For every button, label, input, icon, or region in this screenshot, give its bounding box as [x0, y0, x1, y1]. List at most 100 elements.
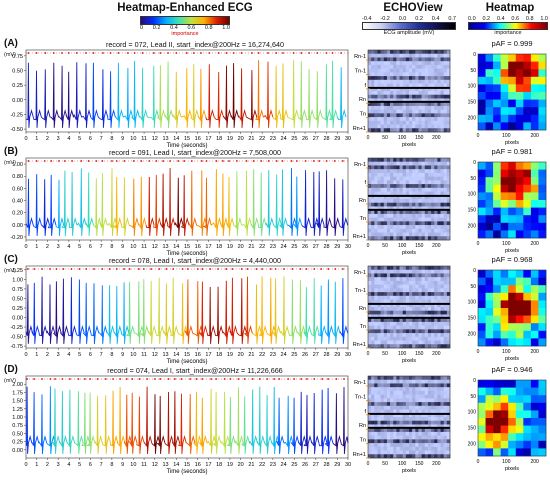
echo-pixel	[386, 120, 391, 125]
echo-pixel	[405, 195, 410, 200]
echo-pixel	[402, 446, 407, 451]
echo-pixel	[399, 398, 403, 403]
echo-pixel	[386, 428, 391, 433]
echo-pixel	[409, 390, 413, 395]
echo-pixel	[377, 206, 381, 211]
echo-pixel	[437, 165, 441, 170]
echo-pixel	[399, 76, 403, 81]
echo-pixel	[421, 232, 426, 237]
echo-pixel	[431, 50, 435, 55]
echo-pixel	[431, 117, 435, 122]
echo-pixel	[421, 124, 426, 129]
echo-pixel	[386, 310, 391, 315]
echo-pixel	[446, 187, 451, 192]
echo-pixel	[377, 180, 381, 185]
echo-pixel	[402, 321, 407, 326]
echo-pixel	[402, 292, 407, 297]
echo-pixel	[405, 402, 410, 407]
echo-pixel	[405, 165, 410, 170]
echo-pixel	[418, 325, 422, 330]
echo-pixel	[437, 376, 441, 381]
echo-pixel	[427, 83, 432, 88]
echo-pixel	[390, 284, 394, 289]
heatmap-cell	[508, 440, 517, 449]
x-tick-label: 20	[238, 462, 244, 468]
heatmap-cell	[508, 76, 517, 85]
echo-pixel	[427, 191, 432, 196]
echo-pixel	[393, 284, 397, 289]
echo-pixel	[415, 405, 419, 410]
echo-pixel	[399, 83, 403, 88]
echo-pixel	[427, 310, 432, 315]
echo-pixel	[440, 117, 444, 122]
heatmap-cell	[530, 76, 539, 85]
echo-pixel	[374, 120, 378, 125]
echo-pixel	[390, 420, 394, 425]
ecg-beat-segment	[90, 283, 100, 344]
x-tick-label: 13	[162, 352, 168, 358]
echo-pixel	[412, 428, 416, 433]
echo-pixel	[446, 295, 451, 300]
r-peak-marker	[185, 52, 188, 54]
echo-pixel	[393, 292, 397, 297]
r-peak-marker	[192, 52, 195, 54]
echo-pixel	[427, 228, 432, 233]
echo-pixel	[386, 105, 391, 110]
echo-pixel	[418, 217, 422, 222]
echo-pixel	[418, 314, 422, 319]
echo-pixel	[427, 117, 432, 122]
echo-pixel	[374, 236, 378, 241]
heatmap-cell	[523, 308, 532, 316]
echo-pixel	[415, 61, 419, 66]
echo-pixel	[434, 321, 438, 326]
heatmap-cell	[485, 387, 494, 396]
r-peak-marker	[101, 160, 104, 162]
echo-pixel	[421, 417, 426, 422]
echo-pixel	[434, 105, 438, 110]
echo-pixel	[418, 284, 422, 289]
echo-pixel	[380, 199, 385, 204]
echo-pixel	[421, 439, 426, 444]
echo-pixel	[409, 113, 413, 118]
ecg-beat-segment	[134, 281, 145, 344]
echo-pixel	[405, 91, 410, 96]
echo-pixel	[383, 195, 388, 200]
echo-pixel	[412, 83, 416, 88]
echo-pixel	[437, 325, 441, 330]
echo-pixel	[396, 310, 400, 315]
echo-pixel	[415, 314, 419, 319]
echo-pixel	[446, 431, 451, 436]
echo-pixel	[418, 435, 422, 440]
echo-pixel	[424, 91, 429, 96]
echo-pixel	[421, 424, 426, 429]
ecg-beat-segment	[160, 173, 169, 236]
echo-pixel	[409, 165, 413, 170]
echo-pixel	[383, 172, 388, 177]
ecg-beat-segment	[279, 63, 289, 128]
heatmap-cell	[515, 323, 524, 332]
echo-pixel	[434, 128, 438, 133]
echo-pixel	[390, 387, 394, 392]
ecg-beat-segment	[75, 279, 85, 344]
echo-pixel	[415, 210, 419, 215]
echo-pixel	[386, 299, 391, 304]
heatmap-frame	[477, 53, 547, 131]
echo-pixel	[399, 431, 403, 436]
echo-pixel	[396, 284, 400, 289]
echo-pixel	[405, 424, 410, 429]
echo-pixel	[383, 454, 388, 459]
echo-pixel	[418, 420, 422, 425]
echo-pixel	[377, 277, 381, 282]
echo-pixel	[386, 109, 391, 114]
echo-pixel	[418, 50, 422, 55]
echo-pixel	[380, 321, 385, 326]
echo-pixel	[405, 321, 410, 326]
echo-pixel	[399, 344, 403, 349]
echo-pixel	[377, 225, 381, 230]
echo-pixel	[437, 336, 441, 341]
heatmap-cell	[515, 177, 524, 186]
echo-band	[368, 412, 450, 415]
echo-pixel	[393, 236, 397, 241]
heatmap-cell	[523, 270, 532, 278]
echo-pixel	[409, 98, 413, 103]
